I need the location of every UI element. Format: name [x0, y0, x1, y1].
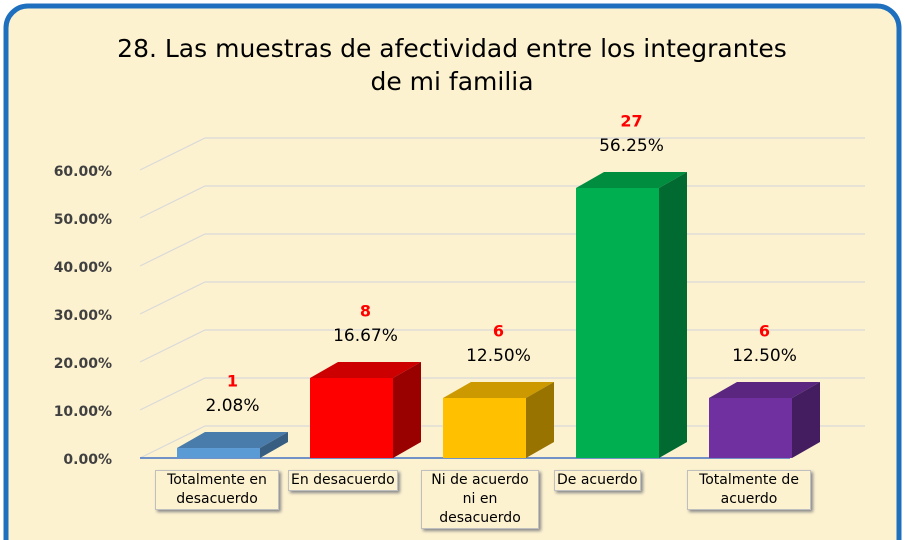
y-tick-label: 50.00%	[54, 212, 112, 228]
y-tick-label: 10.00%	[54, 404, 112, 420]
bar	[576, 188, 659, 458]
bar-side	[659, 172, 687, 458]
data-label: 12.50%	[466, 346, 531, 366]
count-label: 1	[227, 372, 238, 391]
x-tick-label: Totalmente en desacuerdo	[155, 470, 279, 510]
bar	[443, 398, 526, 458]
y-tick-label: 40.00%	[54, 260, 112, 276]
data-label: 16.67%	[333, 326, 398, 346]
bar-top	[443, 382, 554, 398]
bar-side	[393, 361, 421, 458]
grid-line	[139, 137, 865, 171]
y-tick-label: 60.00%	[54, 164, 112, 180]
bar-top	[310, 361, 421, 378]
bar	[177, 448, 260, 458]
data-label: 12.50%	[732, 346, 797, 366]
bar	[310, 377, 393, 458]
x-tick-label: Ni de acuerdo ni en desacuerdo	[421, 470, 539, 529]
bar-side	[526, 382, 554, 458]
count-label: 6	[759, 322, 770, 341]
count-label: 8	[360, 301, 371, 320]
bar-top	[177, 432, 288, 449]
y-tick-label: 0.00%	[63, 452, 112, 468]
bar-side	[792, 382, 820, 458]
y-tick-label: 30.00%	[54, 308, 112, 324]
bar	[709, 398, 792, 458]
chart-title: 28. Las muestras de afectividad entre lo…	[117, 34, 787, 63]
data-label: 2.08%	[205, 396, 259, 416]
count-label: 27	[620, 112, 642, 131]
count-label: 6	[493, 322, 504, 341]
bar-side	[260, 432, 288, 458]
chart-title: de mi familia	[370, 67, 533, 96]
bar-top	[576, 172, 687, 188]
x-tick-label: De acuerdo	[554, 470, 641, 491]
x-tick-label: Totalmente de acuerdo	[687, 470, 811, 510]
x-tick-label: En desacuerdo	[288, 470, 398, 491]
data-label: 56.25%	[599, 136, 664, 156]
y-tick-label: 20.00%	[54, 356, 112, 372]
bar-top	[709, 382, 820, 398]
